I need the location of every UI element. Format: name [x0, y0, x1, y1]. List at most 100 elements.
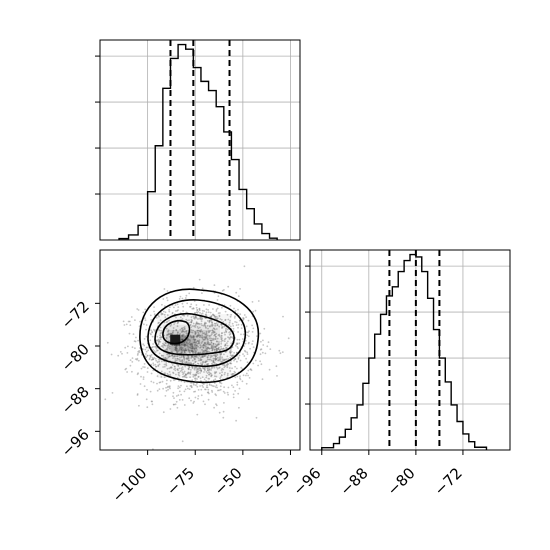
scatter-point — [244, 342, 247, 345]
scatter-point — [189, 346, 192, 349]
scatter-point — [175, 373, 177, 376]
scatter-point — [162, 366, 165, 368]
scatter-point — [173, 365, 176, 368]
scatter-point — [168, 367, 171, 370]
scatter-point — [205, 330, 208, 333]
scatter-point — [166, 386, 169, 389]
scatter-point — [191, 366, 194, 369]
scatter-point — [195, 322, 198, 325]
scatter-point — [167, 346, 169, 349]
scatter-point — [236, 312, 239, 315]
scatter-point — [245, 382, 248, 385]
scatter-point — [251, 340, 254, 342]
scatter-point — [205, 332, 208, 335]
scatter-point — [209, 356, 212, 359]
scatter-point — [199, 357, 202, 360]
scatter-point — [213, 348, 216, 351]
scatter-point — [215, 340, 218, 343]
scatter-point — [160, 329, 163, 332]
scatter-point — [181, 350, 184, 352]
scatter-point — [149, 314, 152, 317]
scatter-point — [180, 352, 183, 354]
scatter-point — [231, 354, 234, 357]
scatter-point — [182, 314, 185, 317]
scatter-point — [174, 367, 177, 370]
scatter-point — [142, 343, 145, 346]
scatter-point — [183, 328, 186, 330]
scatter-point — [214, 334, 216, 336]
scatter-point — [190, 350, 193, 352]
scatter-point — [145, 350, 148, 353]
scatter-point — [241, 338, 244, 340]
scatter-point — [195, 341, 198, 344]
scatter-point — [203, 342, 206, 344]
scatter-point — [189, 305, 191, 308]
scatter-point — [190, 386, 193, 389]
scatter-point — [193, 355, 196, 358]
scatter-point — [199, 326, 201, 329]
scatter-point — [193, 325, 196, 327]
scatter-point — [201, 367, 204, 369]
scatter-point — [181, 375, 184, 378]
scatter-point — [210, 347, 212, 350]
scatter-point — [146, 371, 149, 373]
scatter-point — [183, 351, 186, 354]
scatter-point — [200, 369, 202, 372]
scatter-point — [194, 349, 197, 351]
scatter-point — [187, 342, 190, 345]
scatter-point — [159, 326, 162, 329]
scatter-point — [217, 343, 220, 346]
scatter-point — [175, 316, 177, 319]
scatter-point — [181, 343, 183, 346]
scatter-point — [223, 289, 225, 291]
scatter-point — [207, 354, 210, 357]
scatter-point — [227, 363, 230, 366]
scatter-point — [180, 331, 183, 333]
scatter-point — [137, 309, 140, 311]
scatter-point — [223, 364, 226, 366]
scatter-point — [198, 329, 201, 332]
scatter-point — [182, 373, 184, 375]
scatter-point — [182, 333, 185, 336]
scatter-point — [211, 349, 214, 352]
scatter-point — [199, 372, 202, 374]
scatter-point — [196, 413, 199, 416]
scatter-point — [175, 347, 178, 349]
scatter-point — [165, 336, 168, 339]
scatter-point — [234, 315, 236, 318]
scatter-point — [212, 337, 215, 340]
scatter-point — [216, 307, 219, 310]
scatter-point — [183, 345, 186, 348]
scatter-point — [184, 349, 187, 352]
scatter-point — [136, 373, 139, 376]
scatter-point — [211, 324, 214, 327]
scatter-point — [174, 304, 177, 306]
scatter-point — [183, 343, 186, 346]
scatter-point — [175, 347, 177, 350]
scatter-point — [193, 377, 196, 380]
scatter-point — [218, 341, 220, 343]
scatter-point — [177, 365, 180, 367]
scatter-point — [237, 357, 240, 360]
scatter-point — [213, 322, 216, 325]
scatter-point — [211, 385, 214, 387]
scatter-point — [164, 348, 167, 351]
scatter-point — [205, 376, 208, 379]
scatter-point — [188, 359, 191, 361]
scatter-point — [189, 343, 192, 346]
scatter-point — [267, 341, 270, 344]
scatter-point — [204, 369, 206, 372]
scatter-point — [183, 344, 186, 346]
scatter-point — [185, 318, 188, 321]
scatter-point — [196, 309, 199, 311]
scatter-point — [145, 335, 148, 338]
scatter-point — [245, 325, 248, 328]
scatter-point — [181, 302, 184, 305]
scatter-point — [203, 355, 206, 357]
scatter-point — [205, 347, 208, 350]
scatter-point — [189, 373, 192, 375]
scatter-point — [206, 369, 209, 372]
scatter-point — [176, 351, 179, 354]
scatter-point — [237, 347, 239, 350]
scatter-point — [246, 334, 249, 337]
